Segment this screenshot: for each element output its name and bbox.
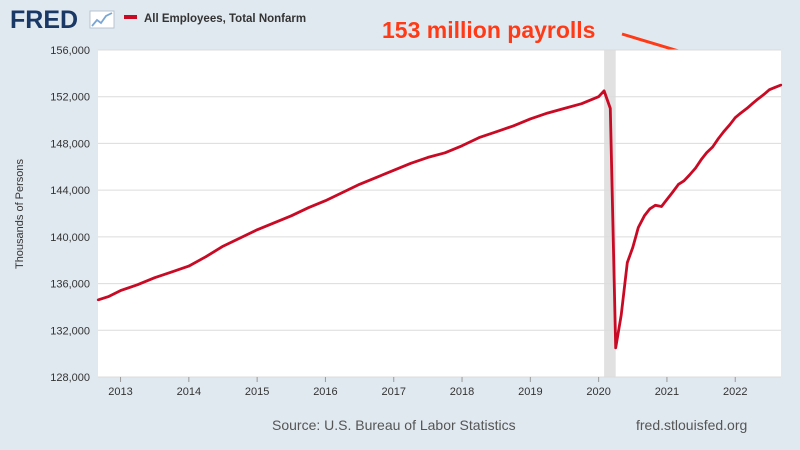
- data-point: [756, 97, 759, 101]
- series-points: [96, 83, 783, 349]
- grid: [98, 49, 781, 378]
- data-point: [682, 179, 686, 182]
- data-point: [426, 156, 430, 159]
- data-point: [324, 199, 327, 202]
- x-tick-label: 2014: [177, 386, 201, 398]
- data-point: [637, 226, 640, 229]
- data-point: [341, 191, 344, 194]
- data-point: [609, 107, 612, 110]
- data-point: [136, 283, 139, 286]
- y-tick-label: 152,000: [50, 92, 90, 104]
- source-text: Source: U.S. Bureau of Labor Statistics: [272, 417, 516, 433]
- fred-logo-text: FRED: [10, 6, 78, 34]
- data-point: [96, 298, 100, 302]
- data-point: [677, 183, 680, 186]
- data-point: [620, 313, 623, 317]
- data-point: [255, 228, 259, 231]
- y-tick-label: 136,000: [50, 279, 90, 291]
- plot-area: [98, 50, 781, 377]
- data-point: [626, 261, 629, 264]
- data-point: [779, 83, 783, 87]
- data-point: [273, 221, 276, 224]
- data-point: [602, 89, 606, 93]
- legend-swatch: [124, 15, 137, 19]
- x-tick-label: 2018: [450, 386, 474, 398]
- data-point: [495, 130, 498, 133]
- data-point: [751, 102, 754, 105]
- line-graph-icon: [89, 10, 115, 29]
- data-point: [711, 145, 714, 149]
- data-point: [307, 206, 310, 209]
- data-point: [739, 111, 742, 115]
- data-point: [717, 137, 720, 140]
- y-tick-label: 128,000: [50, 372, 90, 384]
- data-point: [648, 207, 652, 210]
- y-axis-ticks: 128,000 132,000 136,000 140,000 144,000 148,0…: [50, 45, 90, 384]
- data-point: [119, 289, 122, 292]
- data-point: [734, 116, 737, 119]
- y-tick-label: 140,000: [50, 232, 90, 244]
- legend-label: All Employees, Total Nonfarm: [144, 13, 306, 25]
- data-point: [631, 246, 634, 249]
- data-point: [546, 111, 549, 115]
- data-point: [375, 176, 378, 179]
- data-point: [768, 88, 771, 91]
- x-tick-label: 2019: [518, 386, 542, 398]
- x-tick-label: 2020: [586, 386, 610, 398]
- data-point: [665, 198, 669, 201]
- data-point: [392, 169, 395, 172]
- data-point: [614, 346, 617, 349]
- data-point: [694, 166, 697, 170]
- data-point: [170, 270, 173, 274]
- data-point: [654, 204, 657, 207]
- x-axis-ticks: 2013 2014 2015 2016 2017 2018 2019 2020 2021 2022: [108, 377, 747, 398]
- y-tick-label: 144,000: [50, 185, 90, 197]
- data-point: [762, 93, 766, 96]
- y-axis-label: Thousands of Persons: [14, 158, 26, 269]
- data-point: [773, 86, 777, 89]
- fred-logo[interactable]: FRED: [10, 6, 115, 34]
- data-point: [745, 107, 749, 110]
- data-point: [643, 214, 646, 217]
- data-point: [204, 255, 208, 258]
- x-tick-label: 2016: [313, 386, 337, 398]
- data-point: [688, 173, 691, 177]
- x-tick-label: 2017: [381, 386, 405, 398]
- data-point: [153, 276, 156, 279]
- data-point: [460, 144, 464, 147]
- legend: All Employees, Total Nonfarm: [124, 13, 306, 25]
- data-point: [107, 295, 111, 298]
- data-point: [187, 264, 190, 268]
- y-tick-label: 148,000: [50, 138, 90, 150]
- data-point: [409, 162, 412, 165]
- x-tick-label: 2015: [245, 386, 269, 398]
- data-point: [529, 117, 532, 121]
- data-point: [221, 245, 225, 248]
- y-tick-label: 132,000: [50, 325, 90, 337]
- data-point: [660, 205, 663, 208]
- x-tick-label: 2013: [108, 386, 132, 398]
- data-point: [477, 136, 481, 139]
- data-point: [728, 123, 731, 126]
- recession-shading: [604, 50, 616, 377]
- annotation: 153 million payrolls: [382, 17, 767, 80]
- data-point: [671, 191, 674, 194]
- data-point: [563, 107, 566, 110]
- data-point: [580, 102, 583, 105]
- data-point: [699, 158, 703, 161]
- data-point: [238, 236, 242, 240]
- data-point: [290, 214, 293, 217]
- data-point: [443, 151, 447, 154]
- annotation-text: 153 million payrolls: [382, 17, 595, 43]
- data-point: [722, 130, 725, 133]
- data-point: [597, 95, 600, 98]
- data-point: [358, 183, 361, 186]
- data-point: [705, 151, 708, 154]
- x-tick-label: 2021: [655, 386, 679, 398]
- y-tick-label: 156,000: [50, 45, 90, 57]
- site-text: fred.stlouisfed.org: [636, 417, 747, 433]
- data-point: [512, 124, 515, 128]
- x-tick-label: 2022: [723, 386, 747, 398]
